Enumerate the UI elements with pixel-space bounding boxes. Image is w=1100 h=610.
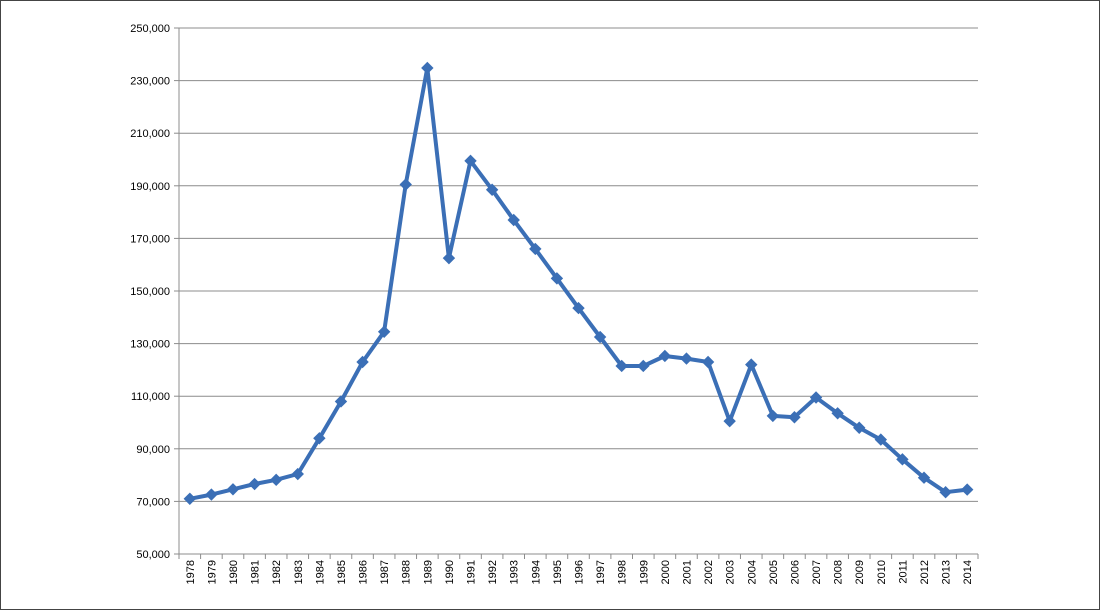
data-point-marker <box>745 358 758 371</box>
x-tick-label: 1981 <box>250 560 262 584</box>
data-point-marker <box>939 485 952 499</box>
data-point-marker <box>421 61 434 75</box>
x-tick-label: 2010 <box>876 560 888 584</box>
x-tick-label: 2004 <box>746 560 758 584</box>
x-tick-label: 1978 <box>185 560 197 584</box>
y-tick-label: 110,000 <box>131 391 170 403</box>
y-tick-label: 70,000 <box>136 496 170 508</box>
data-point-marker <box>615 359 628 373</box>
y-tick-label: 130,000 <box>130 339 170 351</box>
x-tick-label: 1993 <box>509 560 521 584</box>
data-point-marker <box>226 483 240 496</box>
data-point-marker <box>701 355 715 369</box>
x-axis-tick-labels: 1978 1979 1980 1981 1982 1983 1984 1985 1986 1987… <box>185 560 974 584</box>
x-tick-label: 2014 <box>962 560 974 584</box>
x-tick-label: 1998 <box>617 560 629 584</box>
x-tick-label: 2008 <box>833 560 845 584</box>
y-tick-label: 230,000 <box>130 76 170 88</box>
y-tick-label: 190,000 <box>130 181 170 193</box>
x-tick-label: 1980 <box>228 560 240 584</box>
data-point-marker <box>788 411 801 424</box>
x-tick-label: 2005 <box>768 560 780 584</box>
x-tick-label: 2002 <box>703 560 715 584</box>
x-tick-label: 2003 <box>725 560 737 584</box>
data-point-marker <box>464 154 477 168</box>
data-point-marker <box>313 432 326 445</box>
x-tick-label: 1999 <box>638 560 650 584</box>
x-tick-label: 2011 <box>897 560 909 584</box>
x-tick-label: 1997 <box>595 560 607 584</box>
data-point-marker <box>334 395 348 408</box>
data-point-marker <box>291 467 304 481</box>
data-point-marker <box>723 414 736 428</box>
data-point-marker <box>248 477 261 491</box>
x-tick-label: 2012 <box>919 560 931 584</box>
data-point-marker <box>831 407 844 420</box>
x-tick-label: 1992 <box>487 560 499 584</box>
x-tick-label: 2007 <box>811 560 823 584</box>
data-point-marker <box>550 272 564 285</box>
data-point-marker <box>377 325 391 338</box>
data-point-marker <box>205 488 218 501</box>
x-tick-label: 1991 <box>466 560 478 584</box>
x-tick-label: 1990 <box>444 560 456 584</box>
x-tick-label: 2000 <box>660 560 672 584</box>
data-point-marker <box>766 409 780 423</box>
x-tick-label: 1984 <box>314 560 326 584</box>
y-tick-label: 210,000 <box>130 128 170 140</box>
series-line-path <box>187 66 970 501</box>
y-tick-label: 150,000 <box>130 286 170 298</box>
x-tick-label: 1982 <box>271 560 283 584</box>
data-point-marker <box>896 453 909 466</box>
x-tick-label: 2006 <box>789 560 801 584</box>
data-point-marker <box>399 178 412 191</box>
data-point-marker <box>960 483 974 496</box>
y-axis-tick-labels: 50,000 70,000 90,000 110,000 130,000 150,000 1… <box>130 23 170 561</box>
data-point-markers <box>183 61 974 505</box>
x-tick-label: 1985 <box>336 560 348 584</box>
data-point-marker <box>658 349 672 363</box>
x-tick-label: 1979 <box>206 560 218 584</box>
x-tick-label: 1987 <box>379 560 391 584</box>
x-tick-label: 1994 <box>530 560 542 584</box>
y-tick-label: 170,000 <box>130 233 170 245</box>
data-point-marker <box>680 352 693 365</box>
data-point-marker <box>356 355 369 369</box>
x-tick-label: 1986 <box>358 560 370 584</box>
data-point-marker <box>529 242 542 256</box>
data-point-marker <box>853 421 866 434</box>
y-tick-label: 90,000 <box>136 444 170 456</box>
data-point-marker <box>874 433 888 446</box>
series-line <box>187 66 970 501</box>
data-point-marker <box>593 330 607 344</box>
x-tick-label: 2013 <box>941 560 953 584</box>
data-point-marker <box>572 301 585 315</box>
x-tick-label: 2009 <box>854 560 866 584</box>
data-point-marker <box>917 471 931 484</box>
data-point-marker <box>637 359 650 373</box>
y-tick-label: 50,000 <box>136 549 170 561</box>
axes <box>174 27 979 559</box>
data-point-marker <box>507 213 520 227</box>
data-point-marker <box>183 492 197 505</box>
x-tick-label: 1989 <box>422 560 434 584</box>
x-tick-label: 1995 <box>552 560 564 584</box>
x-tick-label: 1983 <box>293 560 305 584</box>
x-tick-label: 1996 <box>574 560 586 584</box>
data-point-marker <box>485 183 499 196</box>
x-tick-label: 1988 <box>401 560 413 584</box>
y-tick-label: 250,000 <box>130 23 170 35</box>
data-point-marker <box>809 391 823 404</box>
x-tick-label: 2001 <box>681 560 693 584</box>
data-point-marker <box>442 251 456 265</box>
data-point-marker <box>269 473 283 487</box>
